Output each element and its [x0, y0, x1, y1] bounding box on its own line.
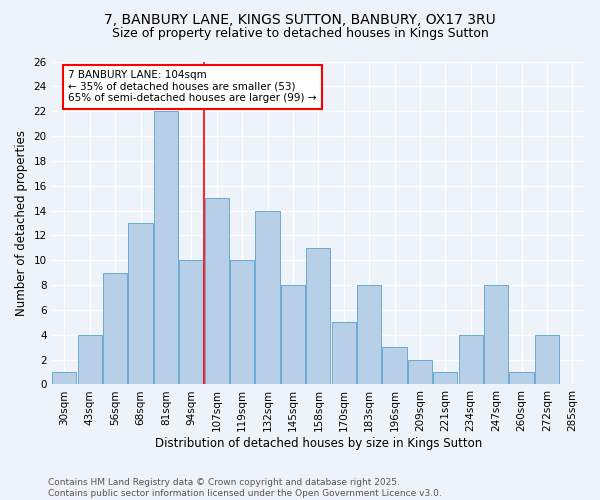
Bar — [103, 272, 127, 384]
Bar — [205, 198, 229, 384]
Bar — [535, 335, 559, 384]
Bar — [281, 285, 305, 384]
Bar — [332, 322, 356, 384]
Bar — [128, 223, 152, 384]
X-axis label: Distribution of detached houses by size in Kings Sutton: Distribution of detached houses by size … — [155, 437, 482, 450]
Bar — [154, 111, 178, 384]
Bar — [179, 260, 203, 384]
Bar — [52, 372, 76, 384]
Bar — [509, 372, 533, 384]
Bar — [256, 210, 280, 384]
Bar — [433, 372, 457, 384]
Bar — [306, 248, 331, 384]
Bar — [77, 335, 102, 384]
Bar — [408, 360, 432, 384]
Text: Contains HM Land Registry data © Crown copyright and database right 2025.
Contai: Contains HM Land Registry data © Crown c… — [48, 478, 442, 498]
Text: 7 BANBURY LANE: 104sqm
← 35% of detached houses are smaller (53)
65% of semi-det: 7 BANBURY LANE: 104sqm ← 35% of detached… — [68, 70, 317, 103]
Bar — [230, 260, 254, 384]
Text: 7, BANBURY LANE, KINGS SUTTON, BANBURY, OX17 3RU: 7, BANBURY LANE, KINGS SUTTON, BANBURY, … — [104, 12, 496, 26]
Bar — [484, 285, 508, 384]
Bar — [458, 335, 483, 384]
Y-axis label: Number of detached properties: Number of detached properties — [15, 130, 28, 316]
Bar — [382, 347, 407, 385]
Bar — [357, 285, 381, 384]
Text: Size of property relative to detached houses in Kings Sutton: Size of property relative to detached ho… — [112, 28, 488, 40]
